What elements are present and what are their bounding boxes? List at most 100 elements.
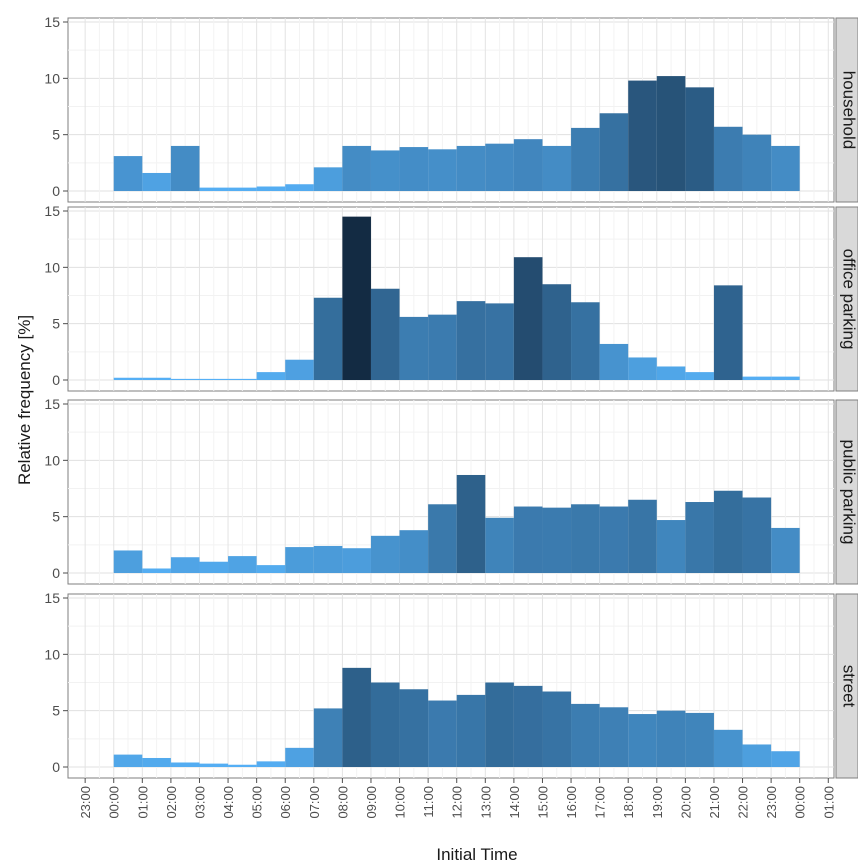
y-tick-label: 0 [52,565,60,581]
bar [256,372,286,380]
y-tick-label: 15 [44,14,60,30]
bar [656,710,686,767]
bar [256,761,286,767]
facet-strip-label: household [840,71,858,149]
y-tick-label: 10 [44,70,60,86]
x-tick-label: 00:00 [107,786,122,819]
bar [428,314,457,380]
bar [170,762,200,767]
bar [771,527,800,573]
bar [342,667,371,767]
x-tick-label: 02:00 [164,786,179,819]
x-tick-label: 10:00 [393,786,408,819]
bar [571,504,600,573]
x-tick-label: 12:00 [450,786,465,819]
bar [142,377,171,380]
bar [771,376,800,380]
bar [313,297,343,380]
bar [742,376,772,380]
facet-strip-label: office parking [840,249,858,350]
facet-strip-label: street [840,665,858,708]
bar [228,378,257,380]
bar [285,359,314,380]
bar [685,372,714,380]
facet-strip-label: public parking [840,440,858,545]
bar [513,257,543,380]
bar [542,284,572,380]
bar [685,502,714,573]
bar [370,288,400,380]
x-tick-label: 03:00 [192,786,207,819]
y-tick-label: 5 [52,127,60,143]
bar [113,156,143,191]
y-tick-label: 10 [44,259,60,275]
bar [228,764,257,767]
bar [656,366,686,380]
bar [599,707,629,767]
bar [199,763,229,767]
bar [170,557,200,573]
bar [142,757,171,767]
y-tick-label: 5 [52,316,60,332]
bar [713,285,743,380]
facet-strip [835,206,858,392]
panels-group: 0 5 10 15 household 0 5 10 15 office parking 0 5 10 1… [44,14,858,779]
bar [142,568,171,573]
x-tick-label: 15:00 [535,786,550,819]
bar [628,80,657,191]
bar [113,754,143,767]
bar [599,343,629,380]
x-tick-label: 23:00 [78,786,93,819]
bar [170,378,200,380]
facet-strip [835,593,858,779]
bar [285,184,314,191]
bar [513,139,543,191]
bar [342,216,371,380]
x-tick-label: 21:00 [707,786,722,819]
bar [428,504,457,573]
bar [599,506,629,573]
bar [456,145,486,191]
bar [428,149,457,191]
bar [256,565,286,573]
bar [313,545,343,573]
x-tick-label: 20:00 [678,786,693,819]
bar [628,499,657,573]
bar [571,127,600,191]
y-tick-label: 15 [44,203,60,219]
bar [456,474,486,573]
bar [685,712,714,767]
bar [485,143,514,191]
bar [771,751,800,767]
bar [742,134,772,191]
bar [513,506,543,573]
bar [656,76,686,191]
bar [542,145,572,191]
bar [113,550,143,573]
panel-street: 0 5 10 15 street [44,590,858,779]
x-tick-label: 01:00 [821,786,836,819]
x-tick-label: 18:00 [621,786,636,819]
bar [628,357,657,380]
x-tick-label: 17:00 [593,786,608,819]
bar [713,490,743,573]
x-tick-label: 16:00 [564,786,579,819]
panel-office-parking: 0 5 10 15 office parking [44,203,858,392]
bar [485,303,514,380]
bar [313,167,343,191]
bar [228,556,257,573]
x-tick-label: 05:00 [250,786,265,819]
x-tick-label: 19:00 [650,786,665,819]
panel-household: 0 5 10 15 household [44,14,858,203]
bar [656,520,686,573]
bar [599,113,629,191]
x-axis: 23:00 00:00 01:00 02:00 03:00 04:00 05:00 06:00… [78,778,836,819]
bar [370,535,400,573]
bar [228,187,257,191]
bar [399,689,429,767]
bar [342,145,371,191]
y-tick-label: 5 [52,509,60,525]
bar [456,694,486,767]
x-tick-label: 14:00 [507,786,522,819]
